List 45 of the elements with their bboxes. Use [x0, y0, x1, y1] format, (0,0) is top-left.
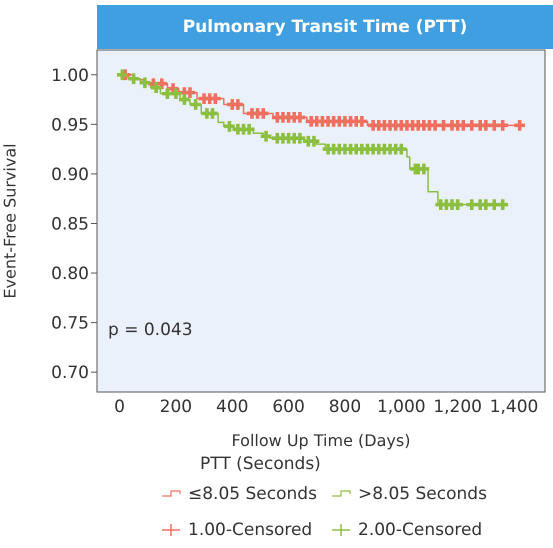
x-axis-title: Follow Up Time (Days)	[232, 431, 410, 450]
point	[150, 82, 162, 94]
y-tick-label: 0.90	[51, 164, 89, 185]
legend-title: PTT (Seconds)	[200, 454, 322, 474]
legend-label: 1.00-Censored	[188, 520, 312, 540]
point	[184, 87, 196, 98]
point	[258, 108, 269, 119]
point	[178, 94, 190, 105]
x-tick-label: 0	[114, 397, 125, 418]
chart-title: Pulmonary Transit Time (PTT)	[97, 5, 553, 49]
point	[294, 112, 306, 123]
x-tick-label: 400	[216, 397, 248, 418]
legend-label: >8.05 Seconds	[358, 484, 487, 504]
point	[452, 199, 464, 210]
point	[224, 120, 235, 132]
x-tick-label: 1,200	[433, 397, 482, 418]
legend-label: ≤8.05 Seconds	[188, 484, 317, 504]
point	[116, 69, 128, 80]
point	[207, 108, 218, 119]
y-tick-label: 0.95	[51, 115, 89, 136]
point	[244, 124, 255, 135]
point	[294, 132, 306, 144]
y-tick-label: 0.80	[51, 264, 89, 284]
point	[140, 77, 150, 88]
point	[260, 130, 272, 142]
point	[514, 120, 526, 131]
y-tick-label: 0.70	[51, 363, 89, 384]
point	[190, 99, 201, 110]
y-tick-label: 0.85	[51, 214, 89, 235]
x-tick-label: 600	[272, 397, 305, 418]
x-tick-label: 1,000	[376, 397, 426, 418]
x-tick-label: 1,400	[490, 397, 538, 418]
annotation: p = 0.043	[108, 320, 193, 340]
point	[128, 73, 139, 84]
legend-label: 2.00-Censored	[358, 520, 482, 540]
y-tick-label: 0.75	[51, 314, 89, 334]
y-axis-title: Event-Free Survival	[0, 143, 20, 299]
x-tick-label: 800	[328, 397, 362, 418]
point	[497, 199, 508, 210]
point	[232, 99, 244, 110]
point	[170, 88, 182, 99]
y-tick-label: 1.00	[51, 66, 89, 86]
x-tick-label: 200	[160, 397, 192, 418]
point	[497, 120, 508, 131]
point	[308, 136, 320, 147]
